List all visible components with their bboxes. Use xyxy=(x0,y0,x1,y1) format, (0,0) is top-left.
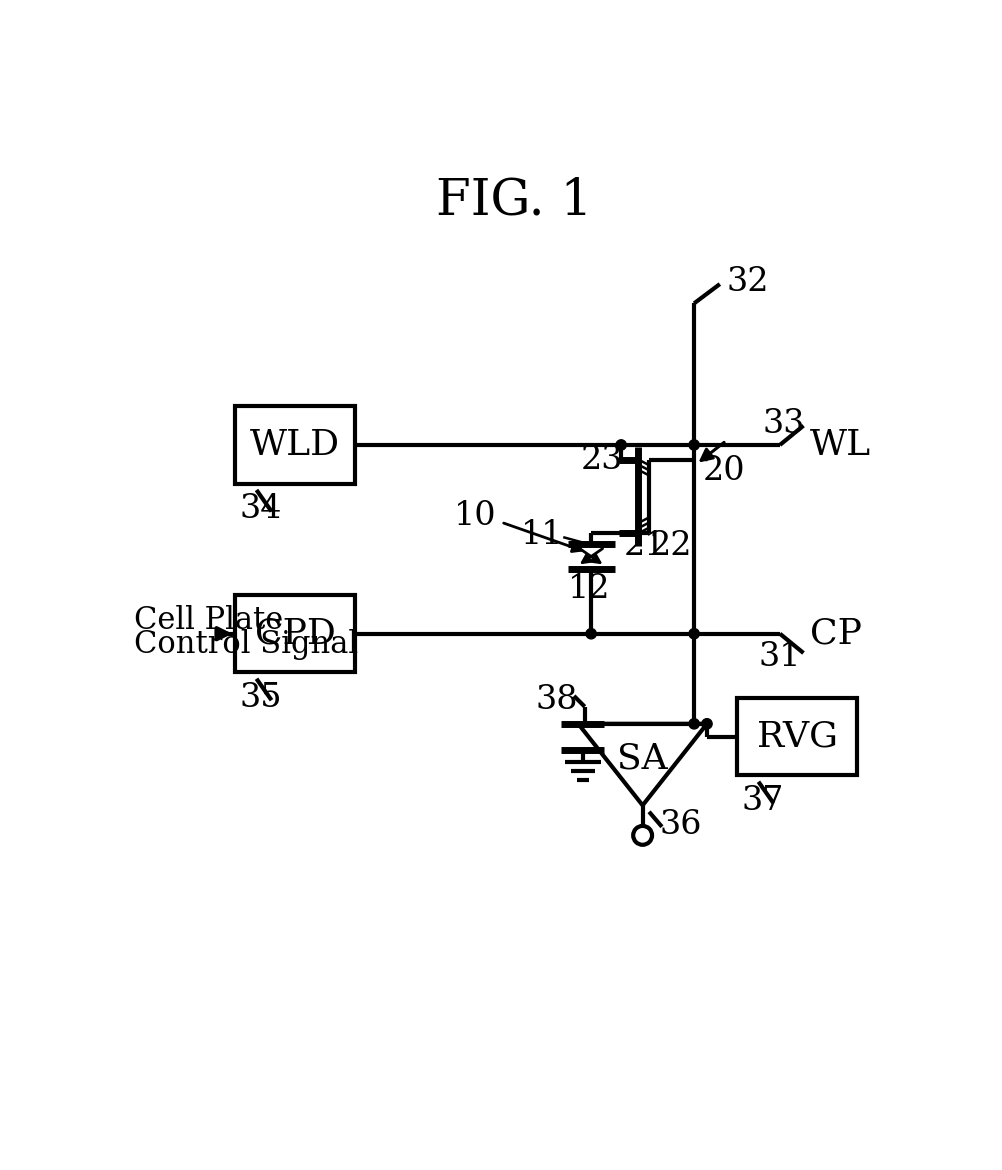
Text: WLD: WLD xyxy=(249,428,340,462)
Circle shape xyxy=(688,718,698,729)
Circle shape xyxy=(688,628,698,639)
FancyBboxPatch shape xyxy=(234,596,355,673)
Circle shape xyxy=(701,718,711,729)
FancyBboxPatch shape xyxy=(736,698,857,776)
Text: 35: 35 xyxy=(239,682,282,714)
Text: CP: CP xyxy=(810,617,861,651)
Text: WL: WL xyxy=(810,428,871,462)
Text: RVG: RVG xyxy=(756,720,837,753)
Text: FIG. 1: FIG. 1 xyxy=(436,176,591,225)
Circle shape xyxy=(688,440,698,450)
Text: 38: 38 xyxy=(535,684,578,716)
FancyBboxPatch shape xyxy=(234,406,355,483)
Text: 33: 33 xyxy=(763,407,805,440)
Text: SA: SA xyxy=(617,741,667,776)
Text: 34: 34 xyxy=(239,494,282,525)
Text: 23: 23 xyxy=(580,443,623,476)
Text: CPD: CPD xyxy=(255,617,336,651)
Text: 20: 20 xyxy=(702,455,744,487)
Text: Control Signal: Control Signal xyxy=(134,629,358,660)
Text: 36: 36 xyxy=(659,808,701,841)
Circle shape xyxy=(615,440,626,450)
Text: 12: 12 xyxy=(567,572,610,605)
Text: 10: 10 xyxy=(454,500,496,532)
Text: 22: 22 xyxy=(648,530,691,562)
Circle shape xyxy=(585,628,596,639)
Text: 32: 32 xyxy=(725,266,769,298)
Text: 21: 21 xyxy=(623,530,665,562)
Text: 11: 11 xyxy=(520,519,563,551)
Text: 31: 31 xyxy=(758,641,801,674)
Text: 37: 37 xyxy=(741,785,784,817)
Text: Cell Plate: Cell Plate xyxy=(134,605,284,636)
